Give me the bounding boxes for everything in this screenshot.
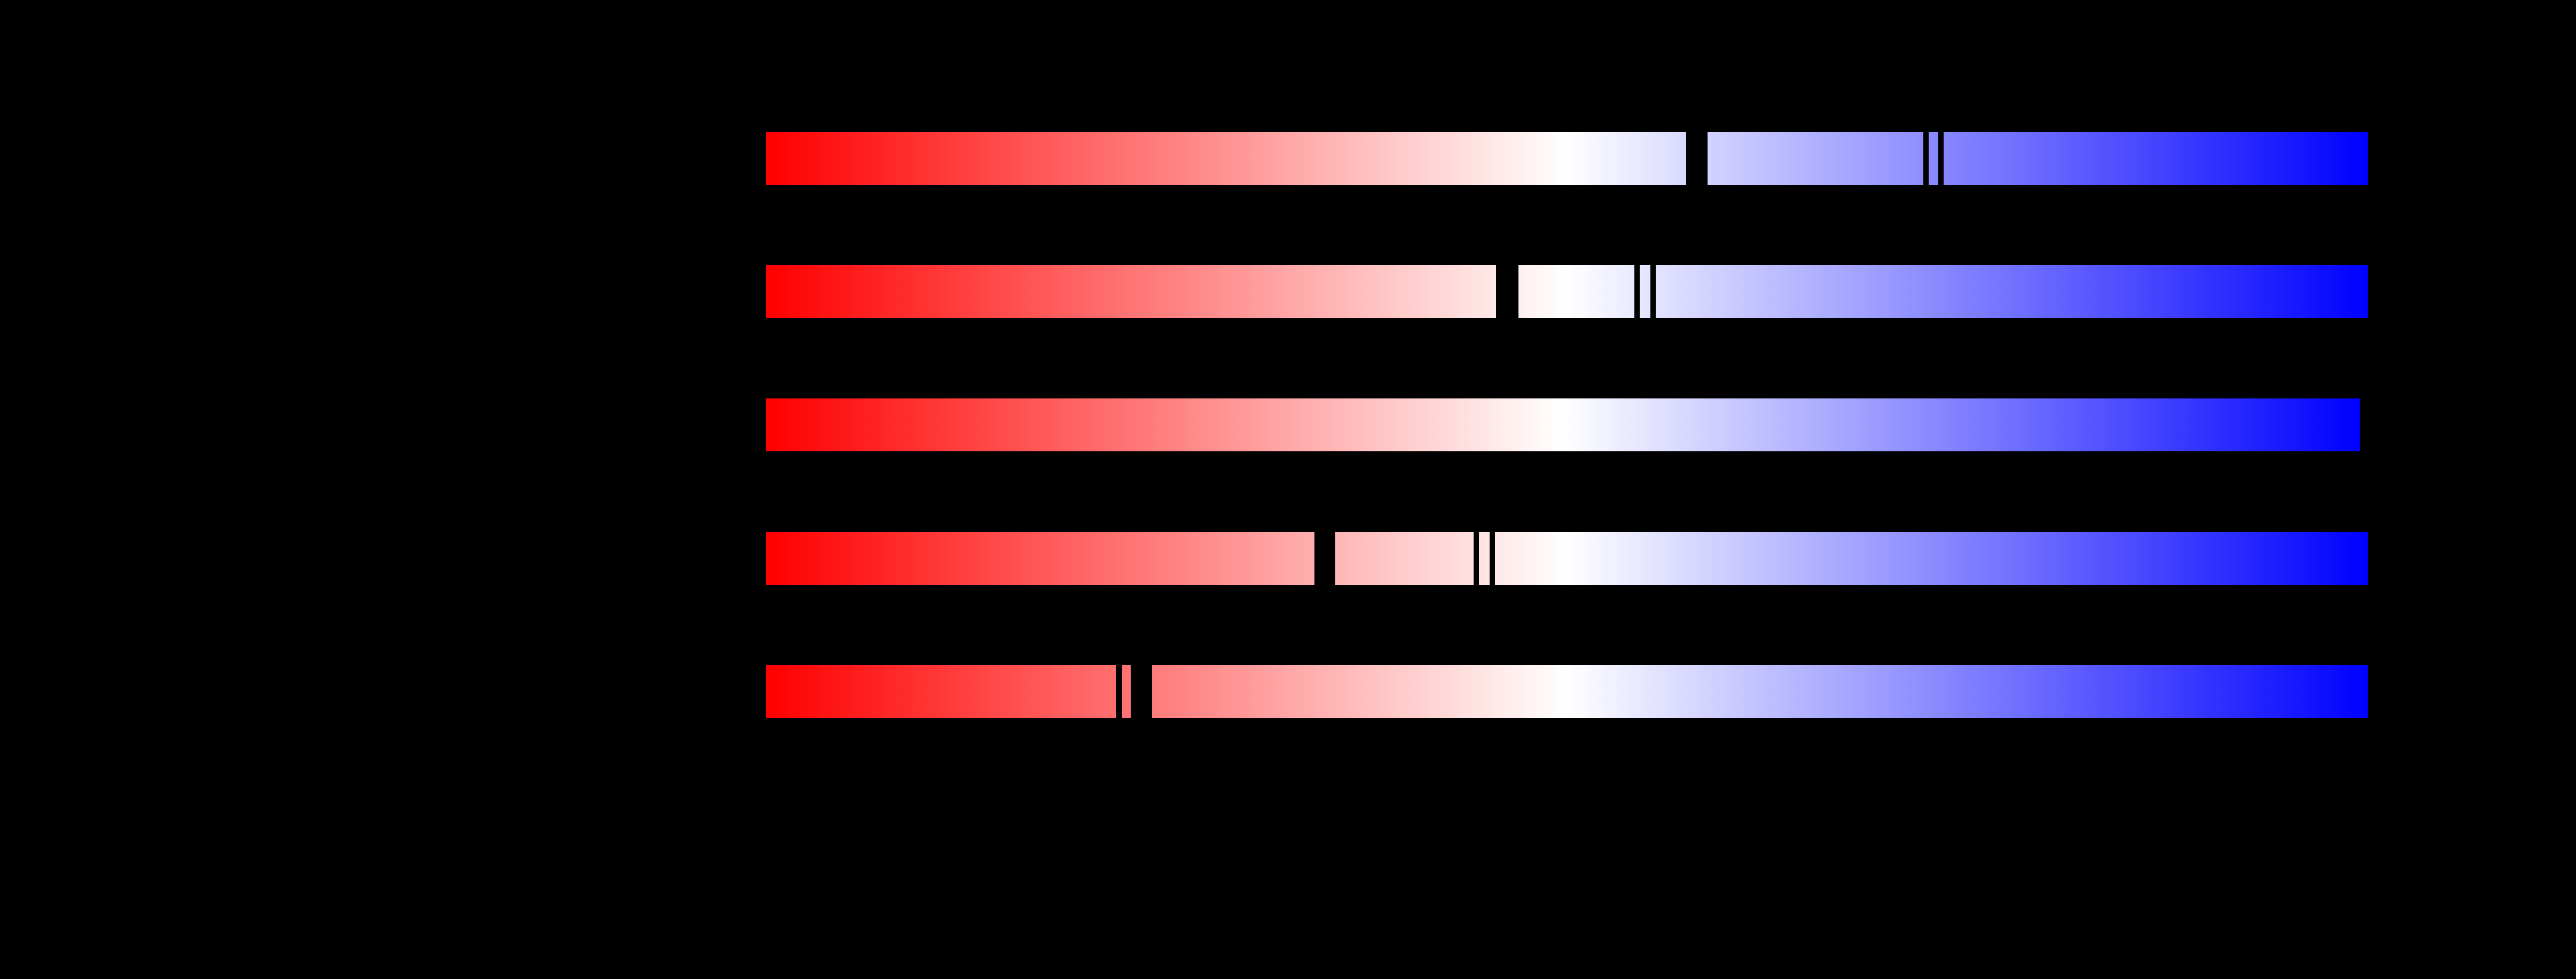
thin-gap-marker [1938, 131, 1944, 185]
gradient-bar-row-5 [766, 664, 2368, 718]
thin-gap-marker [1650, 264, 1656, 318]
wide-gap-marker [1496, 264, 1518, 318]
wide-gap-marker [1686, 131, 1708, 185]
thin-gap-marker [1116, 664, 1122, 718]
gradient-bar-row-3 [766, 398, 2360, 451]
thin-gap-marker [1923, 131, 1929, 185]
gradient-bar-row-2 [766, 264, 2368, 318]
thin-gap-marker [1634, 264, 1640, 318]
wide-gap-marker [1131, 664, 1152, 718]
gradient-bar-row-4 [766, 531, 2368, 585]
thin-gap-marker [1474, 531, 1479, 585]
gradient-bar-row-1 [766, 131, 2368, 185]
thin-gap-marker [1490, 531, 1495, 585]
wide-gap-marker [1314, 531, 1335, 585]
